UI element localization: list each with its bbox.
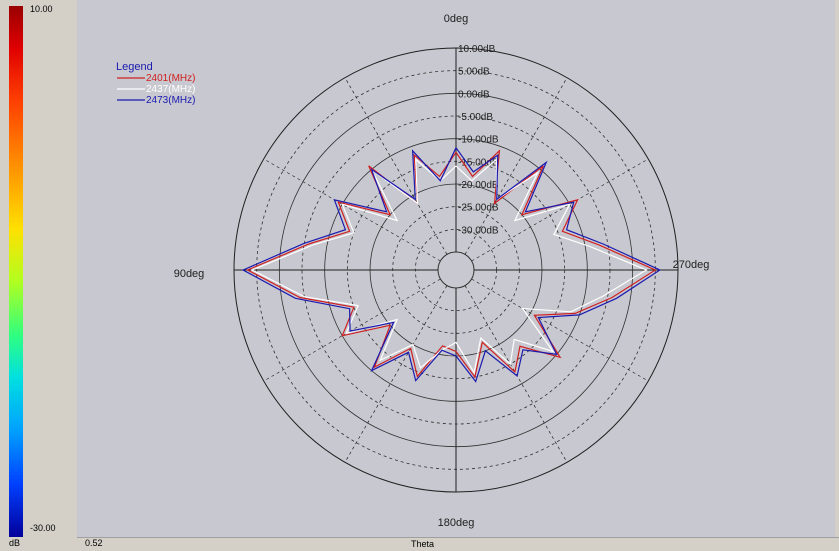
spoke-line xyxy=(344,77,448,255)
series-line-3 xyxy=(241,147,662,383)
radial-tick-label: -30.00dB xyxy=(458,225,499,236)
legend-entry-2: 2437(MHz) xyxy=(146,84,195,95)
spoke-line xyxy=(471,278,649,382)
colorbar-gradient xyxy=(9,6,23,537)
radial-tick-label: 0.00dB xyxy=(458,89,490,100)
colorbar-panel: 10.00 -30.00 dB xyxy=(0,0,78,550)
legend-title: Legend xyxy=(116,61,153,73)
angle-label-180deg: 180deg xyxy=(438,517,475,529)
inner-circle xyxy=(437,251,475,289)
spoke-line xyxy=(263,278,441,382)
colorbar-max-label: 10.00 xyxy=(30,4,53,14)
bottom-value-label: 0.52 xyxy=(85,538,103,548)
angle-label-270deg: 270deg xyxy=(673,259,710,271)
spoke-line xyxy=(464,77,568,255)
spoke-line xyxy=(263,158,441,262)
legend-entry-3: 2473(MHz) xyxy=(146,95,195,106)
spoke-line xyxy=(471,158,649,262)
radial-tick-label: -20.00dB xyxy=(458,180,499,191)
radial-tick-label: -5.00dB xyxy=(458,112,493,123)
colorbar-unit-label: dB xyxy=(9,538,21,548)
radial-tick-label: 5.00dB xyxy=(458,67,490,78)
polar-chart[interactable]: 10.00dB 5.00dB 0.00dB -5.00dB -10.00dB -15.00… xyxy=(77,0,835,537)
radial-tick-label: 10.00dB xyxy=(458,44,496,55)
series-line-1 xyxy=(246,149,657,379)
radial-tick-label: -10.00dB xyxy=(458,135,499,146)
axis-title-theta: Theta xyxy=(411,539,435,549)
angle-label-0deg: 0deg xyxy=(444,13,468,25)
bottom-status-bar: 0.52 Theta xyxy=(77,537,839,551)
series-line-2 xyxy=(250,158,648,375)
legend-entry-1: 2401(MHz) xyxy=(146,73,195,84)
angle-label-90deg: 90deg xyxy=(174,268,205,280)
polar-plot-area[interactable]: 10.00dB 5.00dB 0.00dB -5.00dB -10.00dB -15.00… xyxy=(77,0,835,537)
radial-tick-label: -15.00dB xyxy=(458,157,499,168)
colorbar-min-label: -30.00 xyxy=(30,523,56,533)
spoke-line xyxy=(464,285,568,463)
spoke-line xyxy=(344,285,448,463)
radial-tick-label: -25.00dB xyxy=(458,203,499,214)
